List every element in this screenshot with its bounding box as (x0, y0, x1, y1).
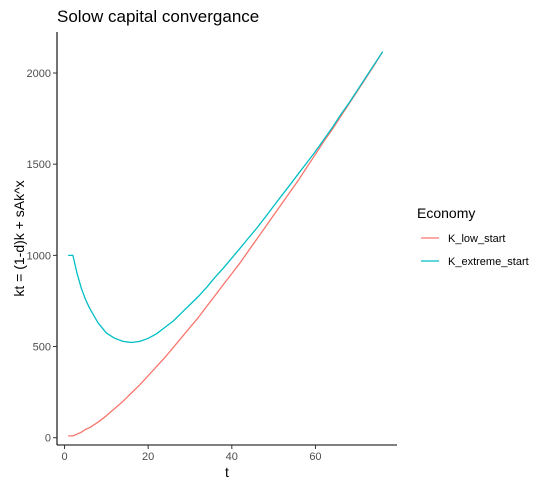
series-line-k-extreme-start (68, 51, 384, 344)
x-tick-label: 40 (226, 451, 238, 463)
legend-label-k-extreme-start: K_extreme_start (448, 256, 529, 268)
y-tick-label: 2000 (27, 68, 51, 80)
chart-title: Solow capital convergance (57, 7, 259, 26)
legend: Economy K_low_start K_extreme_start (417, 205, 529, 268)
y-tick-label: 500 (33, 342, 51, 354)
x-axis-title: t (225, 464, 229, 480)
y-tick-label: 1000 (27, 250, 51, 262)
y-axis-ticks: 0 500 1000 1500 2000 (27, 68, 57, 445)
x-axis-ticks: 0 20 40 60 (61, 445, 322, 463)
plot-area: 0 20 40 60 0 500 1000 1500 2000 (27, 32, 397, 463)
y-tick-label: 0 (45, 433, 51, 445)
legend-title: Economy (417, 205, 475, 221)
x-tick-label: 60 (309, 451, 321, 463)
legend-label-k-low-start: K_low_start (448, 233, 505, 245)
y-axis-title: kt = (1-d)k + sAk^x (11, 180, 27, 296)
series-line-k-low-start (68, 51, 384, 437)
legend-items: K_low_start K_extreme_start (421, 233, 529, 268)
x-tick-label: 0 (61, 451, 67, 463)
y-tick-label: 1500 (27, 159, 51, 171)
series-layer (68, 51, 384, 437)
x-tick-label: 20 (142, 451, 154, 463)
